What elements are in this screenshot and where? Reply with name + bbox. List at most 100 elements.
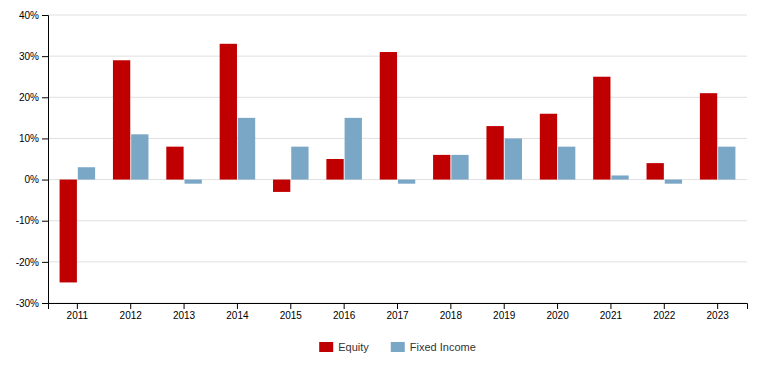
y-axis: -30%-20%-10%0%10%20%30%40% <box>16 10 49 309</box>
bar <box>718 147 735 180</box>
legend-item: Fixed Income <box>391 341 476 353</box>
legend-label: Equity <box>338 341 369 353</box>
x-tick-mark <box>290 303 291 309</box>
bar <box>433 155 450 180</box>
x-tick-mark <box>557 303 558 309</box>
y-tick: -10% <box>16 215 48 226</box>
bar <box>345 118 362 180</box>
x-tick: 2012 <box>120 303 143 321</box>
bar <box>326 159 343 180</box>
legend-swatch <box>391 342 405 352</box>
x-tick-label: 2011 <box>67 310 89 321</box>
x-tick-mark <box>77 303 78 309</box>
y-tick: 10% <box>19 133 48 144</box>
bar <box>113 60 130 179</box>
grid-line <box>48 97 747 98</box>
bar <box>166 147 183 180</box>
bar <box>647 163 664 179</box>
x-tick-label: 2023 <box>707 310 730 321</box>
bar <box>540 114 557 180</box>
x-tick: 2020 <box>546 303 569 321</box>
bar <box>60 180 77 283</box>
x-axis: 2011 2012 2013 2014 2015 2016 2017 2018 2019 2020… <box>49 303 748 321</box>
y-tick-mark <box>42 303 48 304</box>
y-tick-mark <box>42 97 48 98</box>
bar <box>273 180 290 192</box>
bar <box>185 180 202 184</box>
bar <box>220 44 237 180</box>
bar <box>486 126 503 179</box>
grid-line <box>48 179 747 180</box>
x-tick-label: 2012 <box>120 310 143 321</box>
bar <box>558 147 575 180</box>
x-tick-label: 2020 <box>546 310 569 321</box>
y-tick-label: 20% <box>19 92 39 103</box>
bar <box>380 52 397 180</box>
y-tick-mark <box>42 221 48 222</box>
x-tick: 2019 <box>493 303 516 321</box>
x-tick-label: 2017 <box>386 310 409 321</box>
x-tick: 2014 <box>226 303 249 321</box>
grid-line <box>48 261 747 262</box>
y-tick: 20% <box>19 92 48 103</box>
x-tick-mark <box>450 303 451 309</box>
x-tick-label: 2019 <box>493 310 516 321</box>
x-tick-mark <box>610 303 611 309</box>
x-tick-mark <box>237 303 238 309</box>
x-tick-mark <box>184 303 185 309</box>
grid-line <box>48 138 747 139</box>
y-tick-label: 0% <box>25 174 40 185</box>
x-tick: 2021 <box>600 303 623 321</box>
y-axis-line <box>42 16 49 304</box>
x-tick: 2015 <box>280 303 303 321</box>
bar <box>131 134 148 179</box>
grid-line <box>48 56 747 57</box>
plot: -30%-20%-10%0%10%20%30%40%20112012201320… <box>16 10 748 321</box>
y-tick-mark <box>42 138 48 139</box>
bar <box>665 180 682 184</box>
chart: -30%-20%-10%0%10%20%30%40%20112012201320… <box>0 0 762 365</box>
grid <box>48 15 747 303</box>
x-tick-label: 2022 <box>653 310 676 321</box>
y-tick-label: -30% <box>16 298 39 309</box>
y-tick-mark <box>42 56 48 57</box>
x-tick-mark <box>504 303 505 309</box>
x-tick: 2016 <box>333 303 356 321</box>
bar <box>593 77 610 180</box>
x-tick-mark <box>130 303 131 309</box>
x-tick: 2018 <box>440 303 463 321</box>
x-tick-mark <box>717 303 718 309</box>
legend-swatch <box>319 342 333 352</box>
x-tick: 2023 <box>707 303 730 321</box>
x-tick-mark <box>664 303 665 309</box>
legend: Equity Fixed Income <box>319 341 476 353</box>
x-tick-label: 2018 <box>440 310 463 321</box>
series <box>60 44 718 283</box>
y-tick-label: -10% <box>16 215 39 226</box>
y-tick: -30% <box>16 298 48 309</box>
x-axis-line <box>49 304 748 310</box>
y-tick: 0% <box>25 174 48 185</box>
x-tick-label: 2014 <box>226 310 249 321</box>
x-tick-label: 2015 <box>280 310 303 321</box>
grid-line <box>48 15 747 16</box>
bar <box>78 167 95 179</box>
x-tick-label: 2016 <box>333 310 356 321</box>
series <box>78 118 736 184</box>
x-tick-label: 2021 <box>600 310 623 321</box>
y-tick-label: 40% <box>19 10 39 21</box>
legend-label: Fixed Income <box>410 341 476 353</box>
x-tick: 2013 <box>173 303 196 321</box>
bar <box>451 155 468 180</box>
y-tick: -20% <box>16 257 48 268</box>
bar <box>291 147 308 180</box>
x-tick-label: 2013 <box>173 310 196 321</box>
y-tick-mark <box>42 180 48 181</box>
x-tick: 2017 <box>386 303 409 321</box>
bars <box>60 44 736 283</box>
bar <box>238 118 255 180</box>
y-tick-mark <box>42 262 48 263</box>
bar <box>505 138 522 179</box>
bar <box>700 93 717 179</box>
y-tick-mark <box>42 15 48 16</box>
